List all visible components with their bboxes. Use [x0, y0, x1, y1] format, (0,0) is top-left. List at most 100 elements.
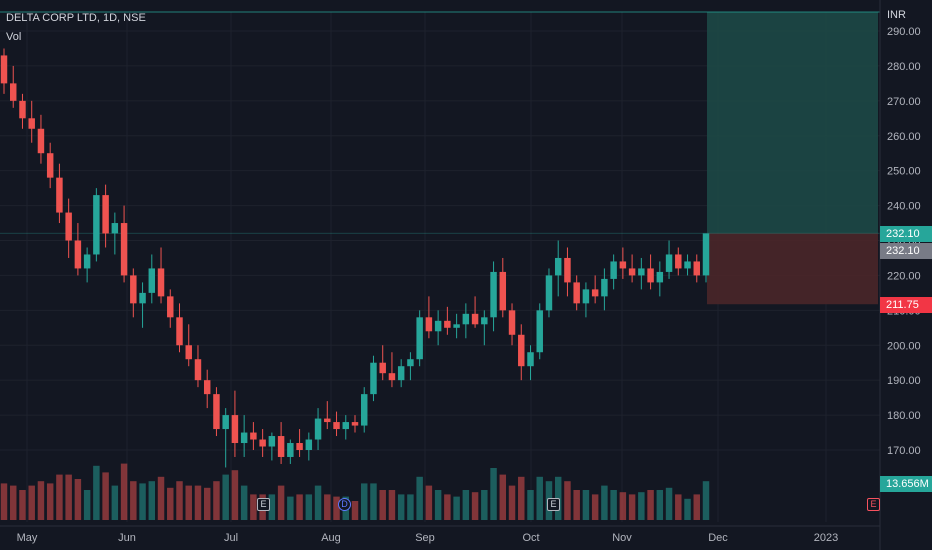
candle-body [684, 261, 691, 269]
candle-body [167, 296, 174, 318]
y-tick-label: 190.00 [887, 375, 921, 387]
candle-body [582, 289, 590, 304]
volume-bar [296, 494, 303, 520]
candle-body [481, 317, 488, 325]
candle-body [665, 254, 673, 272]
candle-body [434, 320, 442, 332]
volume-bar [702, 481, 710, 520]
volume-bar [573, 490, 580, 520]
candle-body [379, 362, 386, 374]
stop-price-tag: 211.75 [880, 297, 932, 313]
candle-body [518, 334, 525, 367]
volume-bar [240, 485, 248, 520]
y-tick-label: 260.00 [887, 131, 921, 143]
volume-bar [203, 487, 211, 520]
candle-body [425, 317, 433, 332]
volume-bar [481, 490, 488, 520]
candle-body [0, 55, 8, 84]
volume-bar [111, 485, 119, 520]
last-price-tag: 232.10 [880, 226, 932, 242]
volume-bar [277, 485, 285, 520]
volume-bar [28, 485, 35, 520]
volume-bar [397, 494, 405, 520]
candle-body [194, 359, 202, 381]
volume-bar [93, 465, 100, 520]
currency-label[interactable]: INR [887, 9, 906, 21]
last-price-duplicate-tag: 232.10 [880, 243, 932, 259]
volume-bar [656, 490, 664, 520]
volume-bar [675, 494, 682, 520]
volume-bar [56, 474, 63, 520]
x-tick-label: Jun [118, 532, 136, 544]
volume-bar [628, 494, 636, 520]
candle-body [416, 317, 423, 360]
volume-bar [314, 485, 322, 520]
volume-bar [250, 494, 257, 520]
volume-label[interactable]: Vol [6, 31, 22, 43]
volume-bar [407, 494, 414, 520]
earnings-marker[interactable]: E [547, 498, 560, 511]
candle-body [157, 268, 165, 297]
volume-bar [610, 490, 617, 520]
x-tick-label: Sep [415, 532, 435, 544]
candle-body [83, 254, 91, 269]
volume-bar [425, 485, 433, 520]
volume-bar [499, 474, 507, 520]
earnings-marker[interactable]: E [257, 498, 270, 511]
y-tick-label: 200.00 [887, 340, 921, 352]
candle-body [361, 394, 368, 426]
candle-body [462, 313, 470, 325]
volume-bar [194, 485, 202, 520]
chart-legend: DELTA CORP LTD, 1D, NSE Vol [6, 10, 146, 45]
candle-body [287, 443, 294, 457]
volume-bar [370, 483, 377, 520]
candle-body [185, 345, 192, 360]
candle-body [545, 275, 553, 311]
candle-body [601, 278, 608, 297]
candle-body [342, 422, 349, 430]
volume-bar [231, 470, 239, 520]
y-tick-label: 220.00 [887, 270, 921, 282]
volume-bar [582, 490, 590, 520]
volume-bar [157, 476, 165, 520]
symbol-title[interactable]: DELTA CORP LTD, 1D, NSE [6, 12, 146, 24]
volume-bar [564, 481, 571, 520]
volume-bar [490, 468, 497, 520]
candle-body [314, 418, 322, 440]
candle-body [610, 261, 617, 279]
candle-body [647, 268, 654, 283]
candle-body [37, 128, 45, 154]
candle-body [370, 362, 377, 395]
candle-body [296, 443, 303, 450]
earnings-marker[interactable]: E [867, 498, 880, 511]
volume-bar [647, 490, 654, 520]
y-tick-label: 280.00 [887, 61, 921, 73]
candle-body [536, 310, 543, 353]
volume-bar [333, 496, 340, 520]
candle-body [693, 261, 700, 276]
candle-body [277, 436, 285, 457]
candles [0, 48, 710, 468]
volume-bar [120, 463, 128, 520]
candle-body [120, 223, 128, 276]
x-tick-label: Oct [522, 532, 539, 544]
x-tick-label: Dec [708, 532, 728, 544]
volume-bar [471, 492, 479, 520]
y-tick-label: 270.00 [887, 96, 921, 108]
candle-body [499, 271, 507, 311]
candle-body [554, 257, 562, 276]
volume-bar [684, 498, 691, 520]
volume-bar [148, 481, 156, 520]
volume-bar [462, 490, 470, 520]
x-tick-label: 2023 [814, 532, 838, 544]
dividend-marker[interactable]: D [338, 498, 351, 511]
candle-body [333, 422, 340, 430]
candle-body [28, 118, 35, 129]
volume-bar [222, 474, 229, 520]
volume-bar [213, 481, 220, 520]
volume-bar [361, 483, 368, 520]
x-tick-label: Jul [224, 532, 238, 544]
candle-body [564, 257, 571, 283]
